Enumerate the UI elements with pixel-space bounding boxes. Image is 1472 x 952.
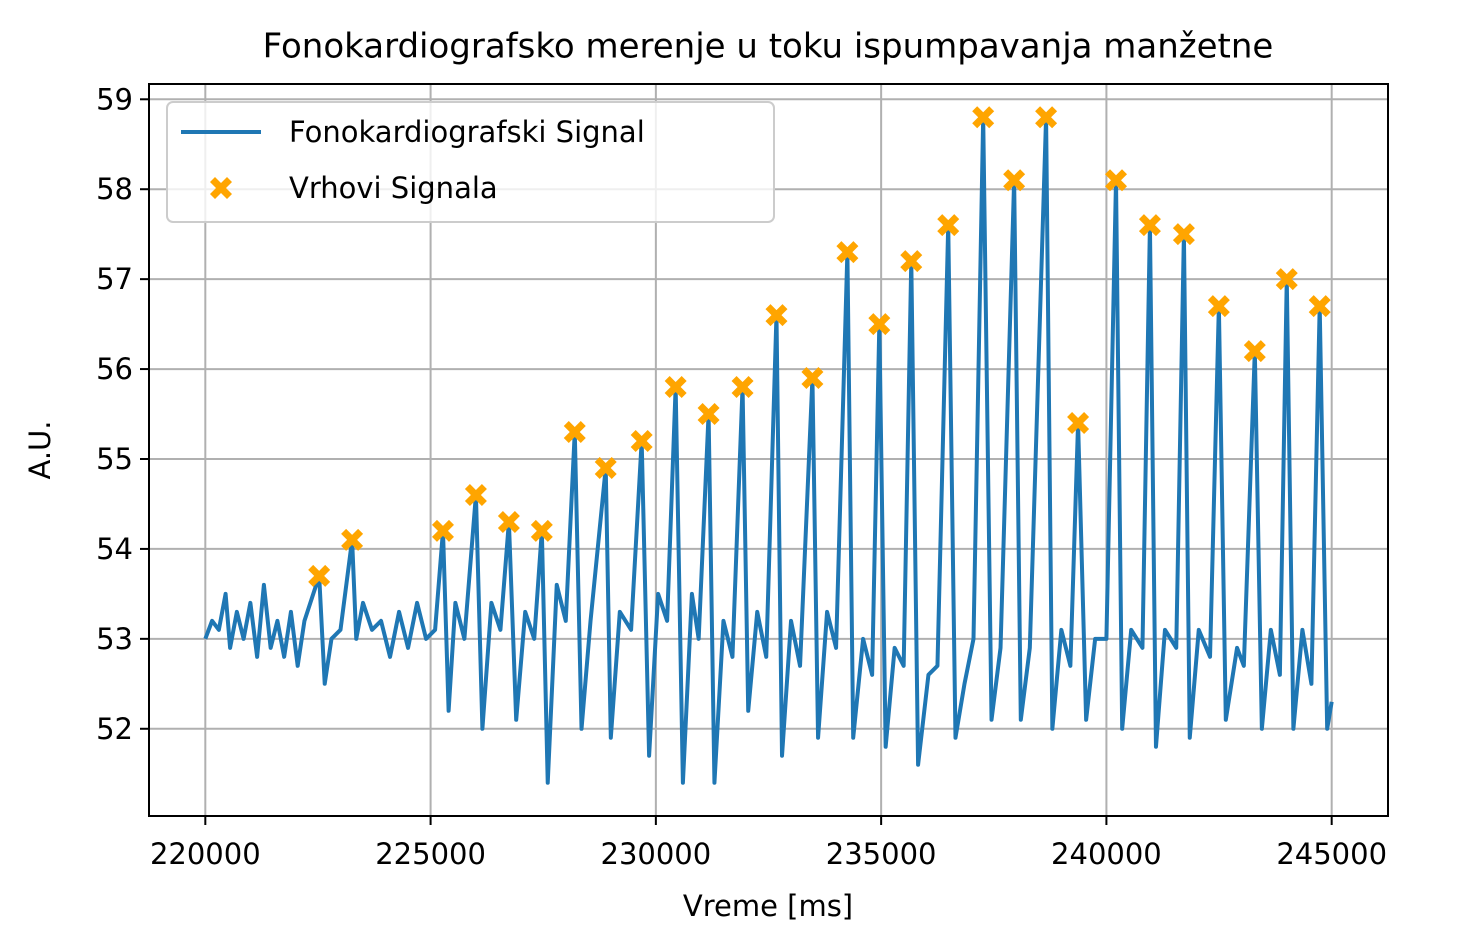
peak-marker bbox=[1207, 295, 1230, 318]
y-tick-label: 56 bbox=[96, 352, 133, 386]
legend-swatch bbox=[210, 177, 232, 199]
peak-marker bbox=[464, 483, 487, 506]
peak-marker bbox=[1105, 169, 1128, 192]
peak-marker bbox=[937, 214, 960, 237]
peak-marker bbox=[1138, 214, 1161, 237]
x-tick-label: 235000 bbox=[826, 837, 937, 871]
y-tick-label: 58 bbox=[96, 172, 133, 206]
peak-marker bbox=[497, 510, 520, 533]
legend-label: Fonokardiografski Signal bbox=[289, 115, 645, 149]
x-tick-label: 240000 bbox=[1051, 837, 1162, 871]
peak-marker bbox=[1172, 223, 1195, 246]
plot-frame bbox=[148, 83, 1389, 817]
x-tick-label: 245000 bbox=[1276, 837, 1387, 871]
y-tick-label: 52 bbox=[96, 712, 133, 746]
peak-marker bbox=[630, 430, 653, 453]
y-tick-label: 55 bbox=[96, 442, 133, 476]
x-tick-label: 225000 bbox=[375, 837, 486, 871]
peak-marker bbox=[1243, 340, 1266, 363]
peak-marker bbox=[1003, 169, 1026, 192]
peak-marker bbox=[972, 106, 995, 129]
peak-marker bbox=[765, 304, 788, 327]
peak-marker bbox=[1035, 106, 1058, 129]
x-axis-label: Vreme [ms] bbox=[683, 889, 853, 923]
signal-line bbox=[203, 115, 1334, 785]
peak-marker bbox=[341, 528, 364, 551]
peak-marker bbox=[308, 564, 331, 587]
peak-marker bbox=[1308, 295, 1331, 318]
y-tick-label: 53 bbox=[96, 622, 133, 656]
x-tick-label: 230000 bbox=[601, 837, 712, 871]
peak-marker bbox=[836, 241, 859, 264]
chart-title: Fonokardiografsko merenje u toku ispumpa… bbox=[263, 27, 1274, 67]
peak-marker bbox=[731, 376, 754, 399]
legend: Fonokardiografski Signal Vrhovi Signala bbox=[166, 101, 775, 223]
y-tick-label: 57 bbox=[96, 262, 133, 296]
y-tick-label: 54 bbox=[96, 532, 133, 566]
peak-marker bbox=[801, 367, 824, 390]
legend-box bbox=[166, 101, 775, 223]
y-tick-label: 59 bbox=[96, 82, 133, 116]
legend-label: Vrhovi Signala bbox=[289, 171, 498, 205]
peak-marker bbox=[868, 313, 891, 336]
peak-marker bbox=[431, 519, 454, 542]
peak-marker bbox=[530, 519, 553, 542]
peak-marker bbox=[1275, 268, 1298, 291]
peak-marker bbox=[664, 376, 687, 399]
peak-marker bbox=[1067, 412, 1090, 435]
peak-marker bbox=[563, 421, 586, 444]
x-tick-label: 220000 bbox=[150, 837, 261, 871]
peak-marker bbox=[900, 250, 923, 273]
peak-marker bbox=[697, 403, 720, 426]
peak-marker bbox=[594, 456, 617, 479]
y-axis-label: A.U. bbox=[23, 421, 57, 480]
